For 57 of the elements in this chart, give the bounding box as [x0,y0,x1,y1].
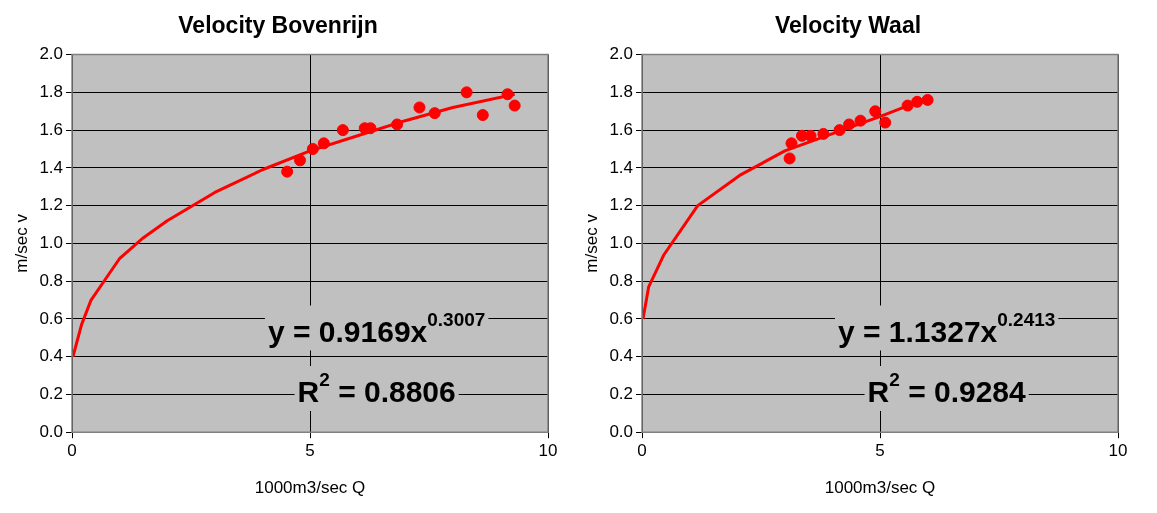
point [911,95,924,108]
y-tick-label: 0.8 [609,270,634,290]
chart-title: Velocity Waal [774,12,922,39]
point [391,118,404,131]
x-axis-title: 1000m3/sec Q [254,478,366,498]
point [336,124,349,137]
point [476,109,489,122]
x-tick-label: 10 [1108,441,1128,461]
y-tick-label: 1.4 [39,157,64,177]
y-tick-label: 0.0 [39,421,64,441]
point [843,118,856,131]
point [428,107,441,120]
y-tick-label: 1.6 [39,119,64,139]
point [901,99,914,112]
point [817,127,830,140]
y-tick-label: 1.6 [609,119,634,139]
y-axis-title: m/sec v [581,213,601,273]
x-axis-title: 1000m3/sec Q [824,478,936,498]
y-tick-label: 0.2 [39,384,64,404]
point [854,114,867,127]
x-tick-label: 5 [305,441,315,461]
y-tick-label: 2.0 [609,44,634,64]
chart-title: Velocity Bovenrijn [178,12,378,39]
y-tick-label: 0.4 [609,346,634,366]
point [783,152,796,165]
point [785,137,798,150]
point [508,99,521,112]
y-tick-label: 1.2 [39,195,64,215]
y-tick-label: 1.8 [609,82,634,102]
point [306,143,319,155]
point [281,165,294,178]
y-tick-label: 1.0 [39,233,64,253]
y-tick-label: 1.4 [609,157,634,177]
x-tick-label: 0 [637,441,647,461]
point [879,116,892,129]
point [501,88,514,101]
point [869,105,882,118]
y-tick-label: 1.8 [39,82,64,102]
point [294,154,307,167]
point [460,86,473,99]
point [921,93,934,106]
y-axis-title: m/sec v [11,213,31,273]
y-tick-label: 1.0 [609,233,634,253]
point [413,101,426,114]
y-tick-label: 2.0 [39,44,64,64]
point [317,137,330,150]
y-tick-label: 0.8 [39,270,64,290]
y-tick-label: 0.4 [39,346,64,366]
x-tick-label: 0 [67,441,77,461]
y-tick-label: 0.2 [609,384,634,404]
x-tick-label: 10 [538,441,558,461]
x-tick-label: 5 [875,441,885,461]
y-tick-label: 1.2 [609,195,634,215]
point [833,124,846,137]
y-tick-label: 0.6 [39,308,64,328]
y-tick-label: 0.6 [609,308,634,328]
y-tick-label: 0.0 [609,421,634,441]
